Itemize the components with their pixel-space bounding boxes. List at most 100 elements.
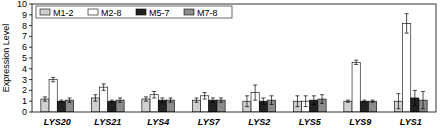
error-cap <box>203 92 207 93</box>
y-tick <box>29 112 32 113</box>
error-line <box>103 84 104 90</box>
error-bar <box>152 91 156 97</box>
error-bar <box>421 91 425 108</box>
error-cap <box>203 99 207 100</box>
error-cap <box>160 102 164 103</box>
legend-swatch <box>88 9 98 15</box>
x-tick-label: LYS5 <box>299 117 322 127</box>
error-bar <box>110 100 114 102</box>
error-bar <box>43 97 47 101</box>
y-tick <box>29 25 32 26</box>
error-bar <box>405 14 409 33</box>
error-cap <box>211 102 215 103</box>
bar <box>344 101 352 112</box>
error-line <box>356 60 357 64</box>
error-bar <box>93 95 97 101</box>
error-cap <box>295 106 299 107</box>
y-tick <box>29 36 32 37</box>
error-cap <box>405 13 409 14</box>
error-bar <box>59 100 63 102</box>
error-cap <box>261 104 265 105</box>
error-line <box>305 96 306 107</box>
error-bar <box>346 100 350 102</box>
error-line <box>95 95 96 101</box>
error-cap <box>160 97 164 98</box>
error-cap <box>354 64 358 65</box>
error-cap <box>270 104 274 105</box>
error-cap <box>59 102 63 103</box>
error-cap <box>110 100 114 101</box>
error-cap <box>194 102 198 103</box>
error-cap <box>245 106 249 107</box>
error-bar <box>102 84 106 90</box>
error-line <box>271 96 272 105</box>
error-cap <box>93 94 97 95</box>
bars <box>41 14 427 112</box>
legend-swatch <box>136 9 146 15</box>
error-cap <box>421 91 425 92</box>
error-cap <box>68 97 72 98</box>
error-bar <box>253 85 257 100</box>
error-line <box>204 93 205 99</box>
error-cap <box>396 93 400 94</box>
error-line <box>322 95 323 104</box>
error-cap <box>118 102 122 103</box>
error-cap <box>270 95 274 96</box>
error-bar <box>304 96 308 107</box>
legend-box <box>36 6 232 18</box>
error-cap <box>169 102 173 103</box>
y-tick-label: 3 <box>22 75 27 85</box>
error-cap <box>152 91 156 92</box>
bar <box>41 99 49 112</box>
y-tick <box>29 58 32 59</box>
error-line <box>44 97 45 101</box>
error-bar <box>362 100 366 102</box>
x-tick-label: LYS4 <box>147 117 169 127</box>
error-cap <box>51 77 55 78</box>
error-cap <box>102 90 106 91</box>
bar <box>352 62 360 112</box>
error-line <box>53 77 54 81</box>
error-line <box>398 94 399 109</box>
error-cap <box>320 103 324 104</box>
error-cap <box>371 100 375 101</box>
error-cap <box>43 96 47 97</box>
error-bar <box>160 98 164 102</box>
error-cap <box>51 81 55 82</box>
error-cap <box>68 102 72 103</box>
error-cap <box>354 60 358 61</box>
error-cap <box>304 95 308 96</box>
y-tick <box>29 101 32 102</box>
error-bar <box>354 60 358 64</box>
error-bar <box>312 96 316 105</box>
error-cap <box>421 108 425 109</box>
y-tick <box>29 79 32 80</box>
error-cap <box>144 96 148 97</box>
error-bar <box>371 100 375 102</box>
error-bar <box>270 96 274 105</box>
error-cap <box>346 102 350 103</box>
x-tick-label: LYS1 <box>400 117 422 127</box>
error-line <box>414 90 415 105</box>
y-tick-label: 7 <box>22 31 27 41</box>
error-bar <box>245 96 249 107</box>
error-cap <box>371 102 375 103</box>
legend-label: M5-7 <box>149 8 170 18</box>
error-bar <box>413 90 417 105</box>
plot-frame <box>32 4 436 112</box>
error-cap <box>362 102 366 103</box>
error-cap <box>312 95 316 96</box>
error-cap <box>261 97 265 98</box>
error-line <box>423 91 424 108</box>
error-line <box>154 91 155 97</box>
y-tick-label: 9 <box>22 10 27 20</box>
error-line <box>221 98 222 102</box>
x-tick-label: LYS20 <box>44 117 71 127</box>
legend-swatch <box>40 9 50 15</box>
y-tick-label: 5 <box>22 53 27 63</box>
error-line <box>145 97 146 101</box>
y-tick-label: 10 <box>17 0 27 9</box>
legend-label: M1-2 <box>53 8 74 18</box>
error-cap <box>362 100 366 101</box>
error-cap <box>169 97 173 98</box>
